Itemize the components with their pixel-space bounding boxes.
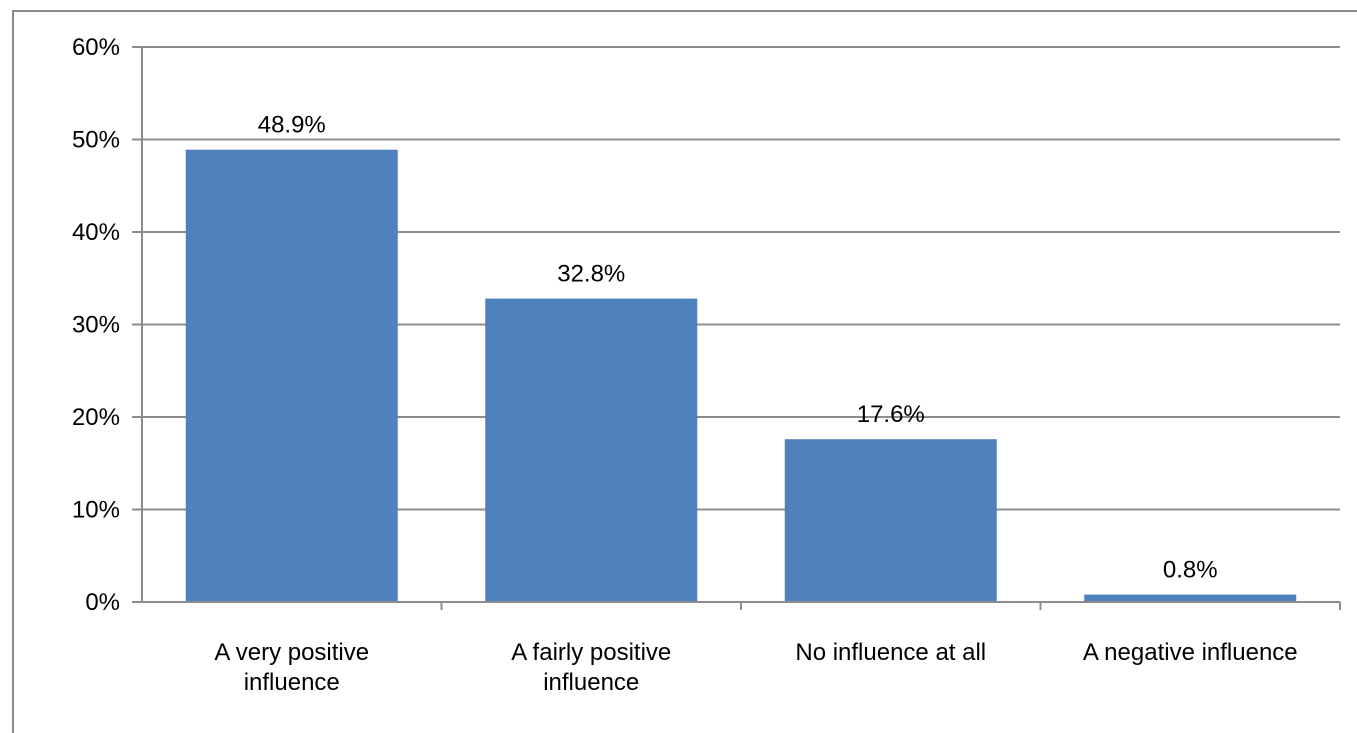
bar (784, 439, 997, 602)
y-tick-label: 10% (72, 497, 120, 524)
bar (1084, 594, 1297, 602)
data-label: 0.8% (1163, 557, 1218, 584)
y-tick-label: 0% (85, 589, 120, 616)
x-tick-label: No influence at all (795, 639, 986, 666)
data-label: 32.8% (557, 261, 625, 288)
x-tick-label: influence (244, 669, 340, 696)
data-label: 48.9% (258, 112, 326, 139)
x-tick-label: A negative influence (1083, 639, 1298, 666)
x-tick-label: A very positive (214, 639, 369, 666)
x-tick-label: influence (543, 669, 639, 696)
bars (185, 149, 1297, 603)
x-tick-label: A fairly positive (511, 639, 671, 666)
y-axis-ticks: 0% 10% 20% 30% 40% 50% 60% (72, 34, 142, 616)
data-label: 17.6% (857, 401, 925, 428)
axes (141, 47, 1341, 610)
x-axis-labels: A very positive influence A fairly positiv… (214, 639, 1297, 696)
y-tick-label: 20% (72, 404, 120, 431)
bar (185, 149, 398, 603)
y-tick-label: 30% (72, 312, 120, 339)
y-tick-label: 40% (72, 219, 120, 246)
y-tick-label: 50% (72, 127, 120, 154)
gridlines (142, 46, 1340, 511)
y-tick-label: 60% (72, 34, 120, 61)
bar (485, 298, 698, 602)
chart-frame (12, 10, 1357, 733)
data-labels: 48.9% 32.8% 17.6% 0.8% (258, 112, 1218, 584)
